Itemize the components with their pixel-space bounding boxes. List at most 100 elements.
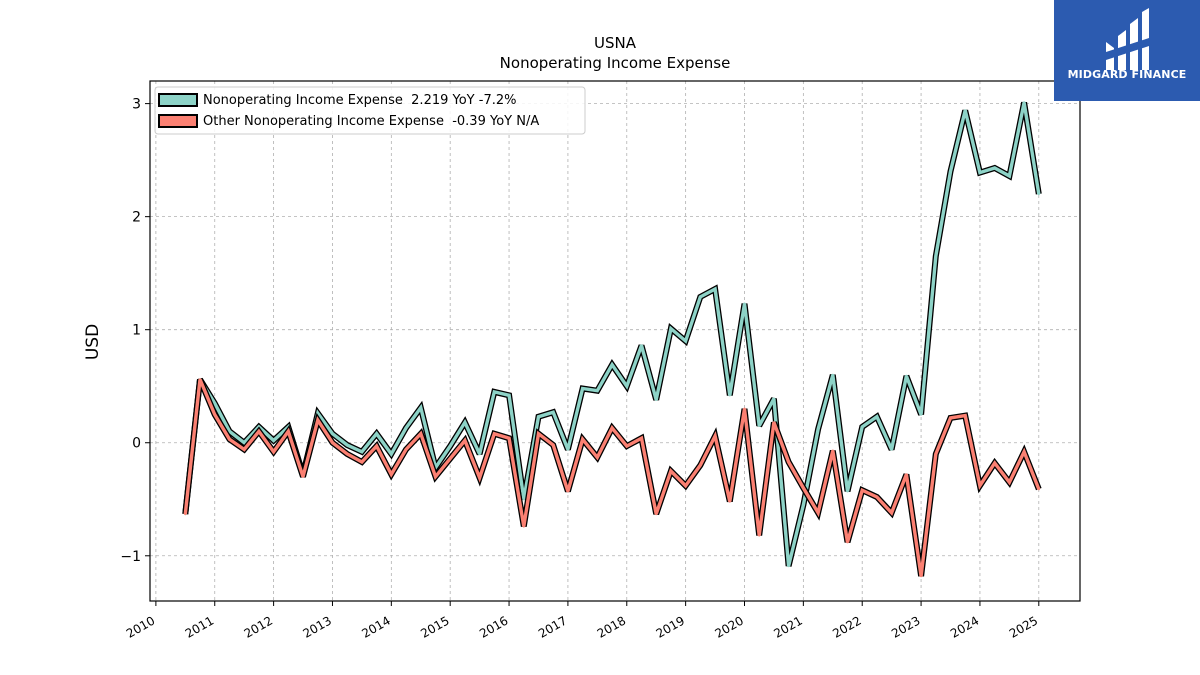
data-point — [257, 430, 261, 433]
y-tick-label: 2 — [132, 210, 141, 226]
data-point — [478, 476, 481, 479]
data-point — [802, 486, 805, 490]
data-point — [596, 456, 599, 459]
logo-text: MIDGARD FINANCE — [1067, 68, 1187, 81]
series-outline — [182, 378, 1042, 577]
data-point — [404, 448, 408, 451]
data-point — [1022, 101, 1026, 104]
data-point — [684, 339, 687, 343]
data-point — [684, 484, 687, 487]
data-point — [581, 387, 584, 390]
x-tick-label: 2019 — [654, 613, 687, 640]
x-tick-label: 2012 — [242, 613, 275, 640]
data-point — [272, 439, 275, 442]
data-point — [1008, 481, 1011, 484]
data-point — [537, 432, 540, 435]
data-point — [728, 500, 731, 503]
data-point — [978, 484, 982, 487]
data-point — [243, 448, 246, 451]
data-point — [934, 452, 937, 456]
data-point — [875, 495, 879, 499]
data-point — [522, 525, 525, 528]
data-point — [243, 441, 246, 444]
data-point — [419, 406, 422, 409]
data-point — [993, 461, 996, 465]
data-point — [728, 394, 731, 397]
x-tick-label: 2015 — [418, 613, 451, 640]
data-point — [949, 170, 952, 173]
data-point — [449, 457, 452, 460]
data-point — [699, 295, 702, 299]
x-tick-label: 2013 — [301, 613, 334, 640]
data-point — [669, 327, 673, 330]
data-point — [493, 390, 496, 394]
data-point — [890, 511, 893, 514]
data-point — [669, 469, 673, 473]
data-point — [213, 413, 216, 416]
brand-logo: MIDGARD FINANCE — [1054, 0, 1200, 101]
series-layer — [182, 101, 1042, 578]
y-axis-label: USD — [83, 324, 103, 360]
data-point — [404, 426, 408, 430]
data-point — [272, 450, 275, 453]
y-tick-label: 1 — [132, 323, 141, 339]
x-tick-label: 2011 — [183, 613, 216, 640]
data-point — [522, 498, 525, 501]
data-point — [993, 166, 996, 170]
data-point — [772, 397, 776, 400]
data-point — [640, 344, 643, 347]
chart-title: USNA — [594, 34, 637, 52]
series-2 — [182, 378, 1042, 578]
data-point — [846, 490, 849, 493]
data-point — [419, 432, 422, 435]
data-point — [713, 287, 717, 291]
data-point — [905, 473, 908, 476]
data-point — [537, 415, 540, 418]
plot-frame — [149, 80, 1081, 602]
data-point — [184, 512, 187, 516]
data-point — [949, 416, 952, 420]
data-point — [331, 432, 334, 435]
data-point — [610, 363, 614, 366]
data-point — [287, 430, 290, 433]
x-tick-label: 2017 — [536, 613, 569, 640]
data-point — [390, 473, 393, 476]
data-point — [978, 171, 982, 174]
data-point — [1037, 192, 1041, 196]
data-point — [905, 374, 908, 378]
data-point — [390, 452, 393, 456]
data-point — [861, 425, 864, 429]
data-point — [831, 449, 834, 452]
data-point — [861, 489, 864, 492]
data-point — [1008, 174, 1011, 178]
data-point — [787, 564, 790, 568]
data-point — [581, 438, 584, 441]
x-tick-label: 2014 — [359, 613, 392, 640]
x-tick-label: 2018 — [595, 613, 628, 640]
legend-swatch — [158, 93, 198, 107]
data-point — [507, 437, 511, 440]
y-tick-label: 0 — [132, 436, 141, 452]
data-point — [449, 444, 452, 448]
x-tick-label: 2023 — [889, 613, 922, 640]
x-tick-label: 2010 — [124, 613, 157, 640]
data-point — [625, 385, 628, 388]
data-point — [552, 443, 555, 447]
data-point — [360, 460, 364, 464]
data-point — [493, 432, 496, 435]
data-point — [375, 432, 378, 435]
grid-lines — [150, 81, 1080, 601]
data-point — [919, 574, 923, 578]
data-point — [375, 444, 378, 448]
data-point — [890, 448, 893, 451]
data-point — [360, 450, 364, 453]
data-point — [463, 439, 467, 442]
series-line — [183, 378, 1041, 577]
legend-box — [154, 86, 586, 135]
legend: Nonoperating Income Expense 2.219 YoY -7… — [154, 86, 586, 135]
data-point — [213, 402, 216, 405]
data-point — [964, 109, 967, 112]
data-point — [610, 426, 614, 430]
data-point — [787, 460, 790, 464]
data-point — [655, 512, 658, 516]
